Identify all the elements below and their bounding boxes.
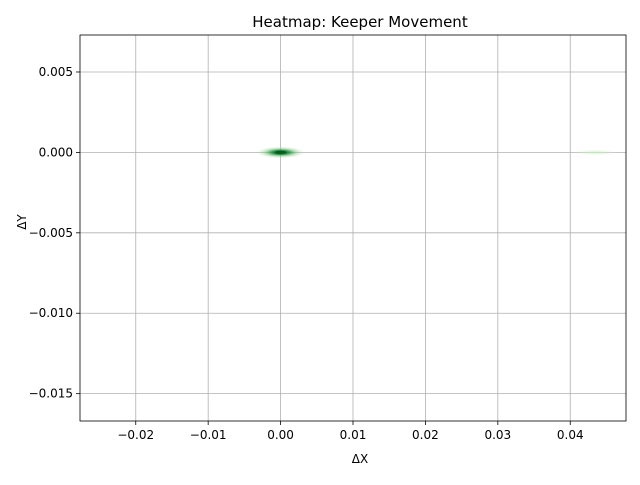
x-tick-label: −0.01 <box>190 428 227 442</box>
x-tick-label: 0.00 <box>267 428 294 442</box>
chart-title: Heatmap: Keeper Movement <box>252 13 468 31</box>
x-axis-label: ΔX <box>352 452 368 466</box>
y-tick-label: −0.005 <box>29 226 73 240</box>
grid-layer <box>80 35 626 421</box>
y-ticks: 0.005 0.000 −0.005 −0.010 −0.015 <box>29 65 80 401</box>
heat-layer <box>256 146 618 159</box>
y-tick-label: 0.005 <box>39 65 73 79</box>
heat-hotspot-faint <box>573 149 618 156</box>
x-tick-label: 0.04 <box>557 428 584 442</box>
x-tick-label: 0.01 <box>340 428 367 442</box>
y-tick-label: −0.015 <box>29 387 73 401</box>
y-tick-label: 0.000 <box>39 145 73 159</box>
x-tick-label: 0.03 <box>484 428 511 442</box>
y-axis-label: ΔY <box>15 214 29 230</box>
y-tick-label: −0.010 <box>29 306 73 320</box>
x-tick-label: −0.02 <box>117 428 154 442</box>
x-tick-label: 0.02 <box>412 428 439 442</box>
x-ticks: −0.02 −0.01 0.00 0.01 0.02 0.03 0.04 <box>117 421 584 442</box>
heat-hotspot-core <box>274 150 287 155</box>
